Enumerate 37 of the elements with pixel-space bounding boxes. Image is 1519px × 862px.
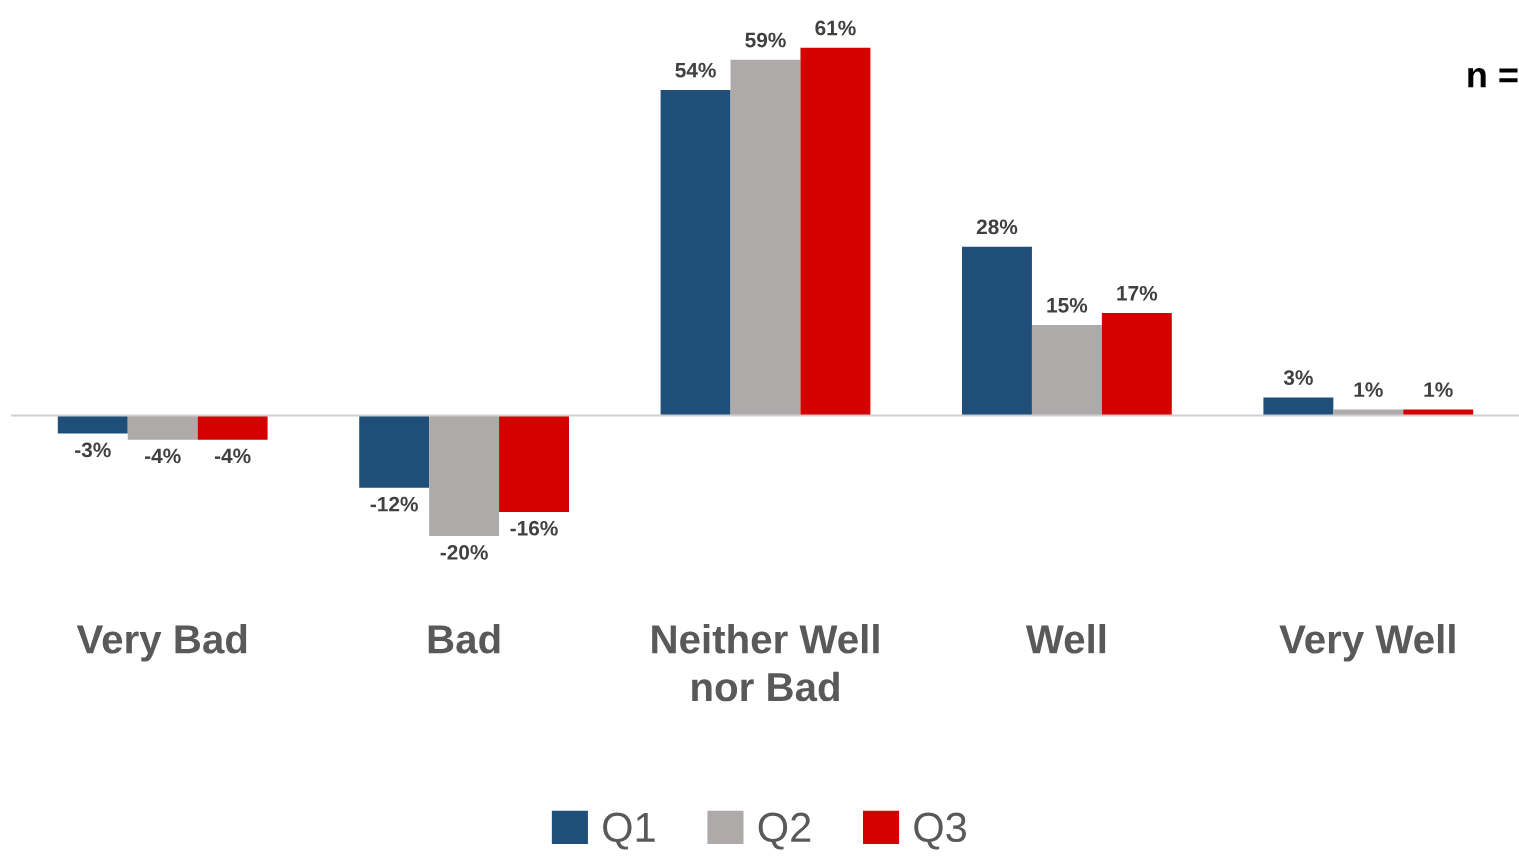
data-label: 3% <box>1283 370 1313 386</box>
data-label: 61% <box>815 20 856 36</box>
data-label: 59% <box>745 32 786 48</box>
bar <box>660 90 731 416</box>
bar <box>962 246 1032 416</box>
data-label: -20% <box>440 544 488 560</box>
bar <box>429 415 500 537</box>
data-label: 1% <box>1424 382 1453 398</box>
x-tick-label: Bad <box>428 624 500 654</box>
data-label: -4% <box>144 448 181 464</box>
data-label: -3% <box>75 442 111 458</box>
data-label: 17% <box>1117 285 1158 301</box>
data-label: 54% <box>675 62 716 78</box>
bar <box>800 47 871 416</box>
data-label: 1% <box>1354 382 1383 398</box>
x-tick-label: Very Bad <box>76 624 247 662</box>
bar <box>1101 313 1172 416</box>
x-tick-label: Well <box>1025 624 1106 654</box>
x-tick-label: Very Well <box>1279 624 1455 662</box>
bar <box>57 415 128 434</box>
legend-label: Q2 <box>758 812 811 850</box>
bar <box>359 415 430 488</box>
data-label: -16% <box>510 520 558 536</box>
bar <box>1263 397 1334 416</box>
bar <box>1031 325 1102 416</box>
bar <box>197 415 268 440</box>
x-tick-label: Neither Well nor Bad <box>652 624 879 702</box>
bar <box>730 59 801 416</box>
bar <box>499 415 569 512</box>
data-label: 15% <box>1047 297 1088 313</box>
legend-label: Q1 <box>603 812 655 850</box>
bar <box>127 415 198 440</box>
data-label: -12% <box>370 496 418 512</box>
data-label: -4% <box>214 448 251 464</box>
data-label: 28% <box>976 219 1018 235</box>
legend-label: Q3 <box>914 812 967 850</box>
annotation: n = <box>1468 67 1518 88</box>
